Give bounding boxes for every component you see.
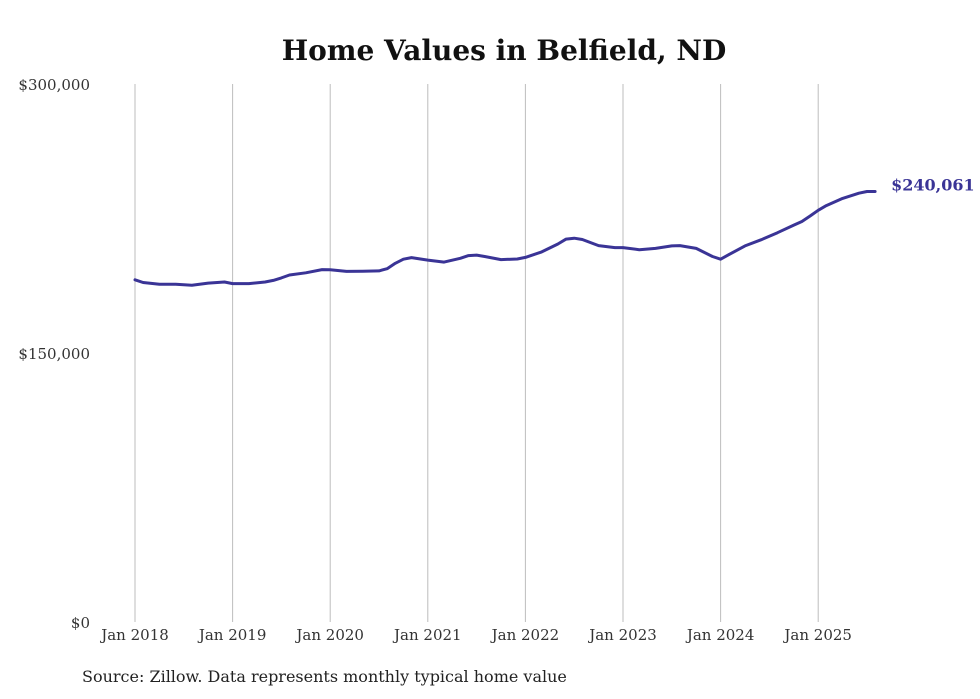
x-tick-label: Jan 2024	[685, 626, 755, 644]
x-tick-label: Jan 2019	[197, 626, 267, 644]
y-tick-label: $300,000	[18, 76, 90, 94]
series-line-0	[133, 190, 877, 287]
x-tick-label: Jan 2018	[99, 626, 169, 644]
source-note: Source: Zillow. Data represents monthly …	[82, 667, 567, 686]
x-tick-label: Jan 2025	[782, 626, 852, 644]
y-tick-label: $0	[71, 614, 90, 632]
x-tick-label: Jan 2021	[392, 626, 462, 644]
series-layer: $240,061	[133, 175, 975, 287]
chart-title: Home Values in Belfield, ND	[282, 34, 727, 67]
series-end-label: $240,061	[891, 175, 975, 194]
x-tick-label: Jan 2022	[490, 626, 560, 644]
y-tick-label: $150,000	[18, 345, 90, 363]
x-axis-ticks: Jan 2018 Jan 2019 Jan 2020 Jan 2021 Jan 2022…	[99, 626, 852, 644]
x-tick-label: Jan 2020	[294, 626, 364, 644]
y-axis-ticks: $0 $150,000 $300,000	[18, 76, 90, 632]
x-tick-label: Jan 2023	[587, 626, 657, 644]
gridlines	[134, 84, 819, 622]
